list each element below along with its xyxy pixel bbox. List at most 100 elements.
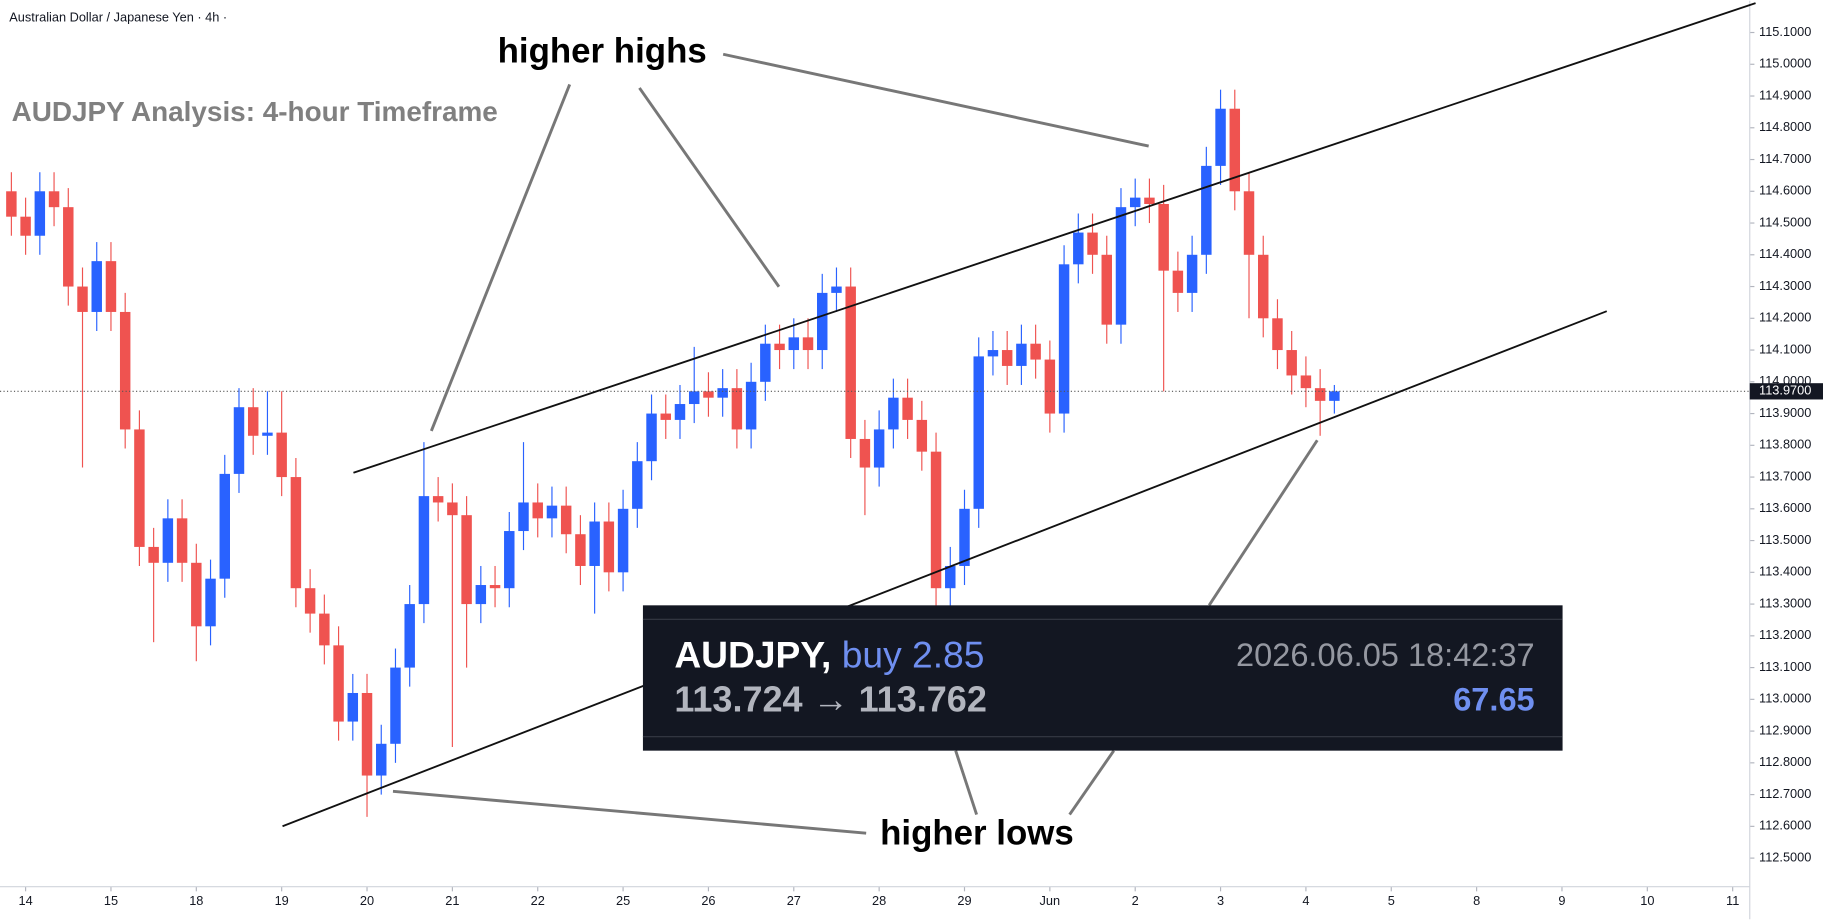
candle-body: [1186, 254, 1198, 293]
y-tick-label: 113.4000: [1759, 564, 1811, 579]
candle-body: [233, 407, 245, 474]
candle-body: [461, 515, 472, 605]
candle-body: [34, 191, 46, 236]
candle-body: [20, 216, 31, 236]
y-tick-label: 114.6000: [1759, 183, 1811, 198]
y-tick-label: 114.1000: [1759, 341, 1811, 356]
current-price-box: [1749, 383, 1823, 400]
y-tick-label: 112.9000: [1759, 722, 1811, 737]
candle-body: [404, 604, 415, 668]
x-tick-label: 10: [1640, 893, 1654, 908]
y-tick-label: 112.8000: [1759, 754, 1811, 769]
x-tick-label: 9: [1558, 893, 1565, 908]
candle-body: [703, 391, 714, 398]
x-tick-label: 26: [701, 893, 715, 908]
candle-body: [888, 397, 899, 430]
candle-body: [489, 585, 501, 589]
candle-body: [77, 286, 88, 312]
candle-body: [447, 502, 458, 516]
candle-body: [290, 477, 302, 589]
candle-body: [1101, 254, 1112, 325]
candle-body: [532, 502, 543, 519]
candle-body: [105, 261, 117, 312]
current-price-label: 113.9700: [1759, 383, 1811, 398]
x-tick-label: 3: [1217, 893, 1224, 908]
candle-body: [916, 419, 928, 452]
candle-body: [760, 343, 771, 382]
candle-body: [987, 350, 999, 357]
candle-body: [361, 692, 373, 776]
candle-body: [262, 432, 273, 436]
symbol-header: Australian Dollar / Japanese Yen · 4h ·: [9, 10, 227, 25]
chart-title: AUDJPY Analysis: 4-hour Timeframe: [12, 96, 498, 127]
trade-side: buy 2.85: [842, 633, 985, 675]
y-tick-label: 114.7000: [1759, 151, 1811, 166]
x-tick-label: 4: [1302, 893, 1309, 908]
candle-body: [959, 508, 970, 566]
candle-body: [63, 207, 74, 287]
candle-body: [589, 521, 600, 566]
x-tick-label: 25: [616, 893, 630, 908]
y-tick-label: 112.7000: [1759, 786, 1811, 801]
x-tick-label: 21: [445, 893, 459, 908]
pointer-line: [722, 52, 1149, 148]
y-tick-label: 113.3000: [1759, 595, 1811, 610]
x-tick-label: Jun: [1040, 893, 1061, 908]
trade-box-bg: [642, 605, 1563, 751]
candle-body: [1314, 388, 1326, 401]
candle-body: [1115, 207, 1127, 325]
candle-body: [1129, 197, 1141, 208]
annotation: higher highs: [498, 31, 707, 70]
y-tick-label: 113.5000: [1759, 532, 1811, 547]
candle-body: [845, 286, 856, 439]
candle-body: [745, 381, 757, 430]
candle-body: [603, 521, 615, 573]
trade-box: AUDJPY, buy 2.85 2026.06.05 18:42:37 113…: [642, 605, 1563, 751]
x-tick-label: 22: [531, 893, 545, 908]
candle-body: [1144, 197, 1155, 204]
x-tick-label: 14: [19, 893, 33, 908]
candle-body: [1172, 270, 1184, 293]
y-tick-label: 113.0000: [1759, 691, 1811, 706]
candle-body: [475, 585, 487, 605]
candle-body: [191, 562, 202, 627]
candle-body: [902, 397, 913, 420]
x-tick-label: 28: [872, 893, 886, 908]
candle-body: [1030, 343, 1041, 360]
upper-trend-line: [353, 2, 1756, 474]
candle-body: [1201, 165, 1212, 255]
pointer-line: [638, 87, 781, 288]
candle-body: [219, 473, 230, 579]
candle-body: [632, 461, 643, 509]
candle-body: [546, 505, 558, 519]
candle-body: [162, 518, 174, 563]
candle-body: [518, 502, 529, 532]
y-tick-label: 113.1000: [1759, 659, 1811, 674]
y-tick-label: 113.7000: [1759, 468, 1811, 483]
candle-body: [1087, 232, 1098, 255]
x-tick-label: 2: [1132, 893, 1139, 908]
y-tick-label: 114.8000: [1759, 119, 1811, 134]
candle-body: [1243, 191, 1255, 255]
y-tick-label: 112.6000: [1759, 818, 1811, 833]
candle-body: [347, 692, 359, 722]
pointer-line: [392, 789, 867, 835]
candle-body: [504, 531, 515, 589]
candle-body: [575, 534, 586, 566]
candle-body: [1016, 343, 1027, 366]
candle-body: [1229, 108, 1241, 192]
y-tick-label: 113.2000: [1759, 627, 1811, 642]
candle-body: [1158, 203, 1169, 271]
candle-body: [1058, 264, 1070, 414]
candle-body: [48, 191, 60, 208]
candle-body: [1044, 359, 1056, 414]
trade-symbol: AUDJPY,: [674, 633, 831, 675]
lower-trend-line: [282, 310, 1608, 828]
pointer-line: [954, 750, 978, 816]
x-tick-label: 29: [957, 893, 971, 908]
candle-body: [390, 667, 401, 744]
trade-result: 67.65: [1453, 681, 1534, 717]
candle-body: [774, 343, 785, 351]
y-tick-label: 114.9000: [1759, 87, 1811, 102]
y-tick-label: 112.5000: [1759, 849, 1811, 864]
